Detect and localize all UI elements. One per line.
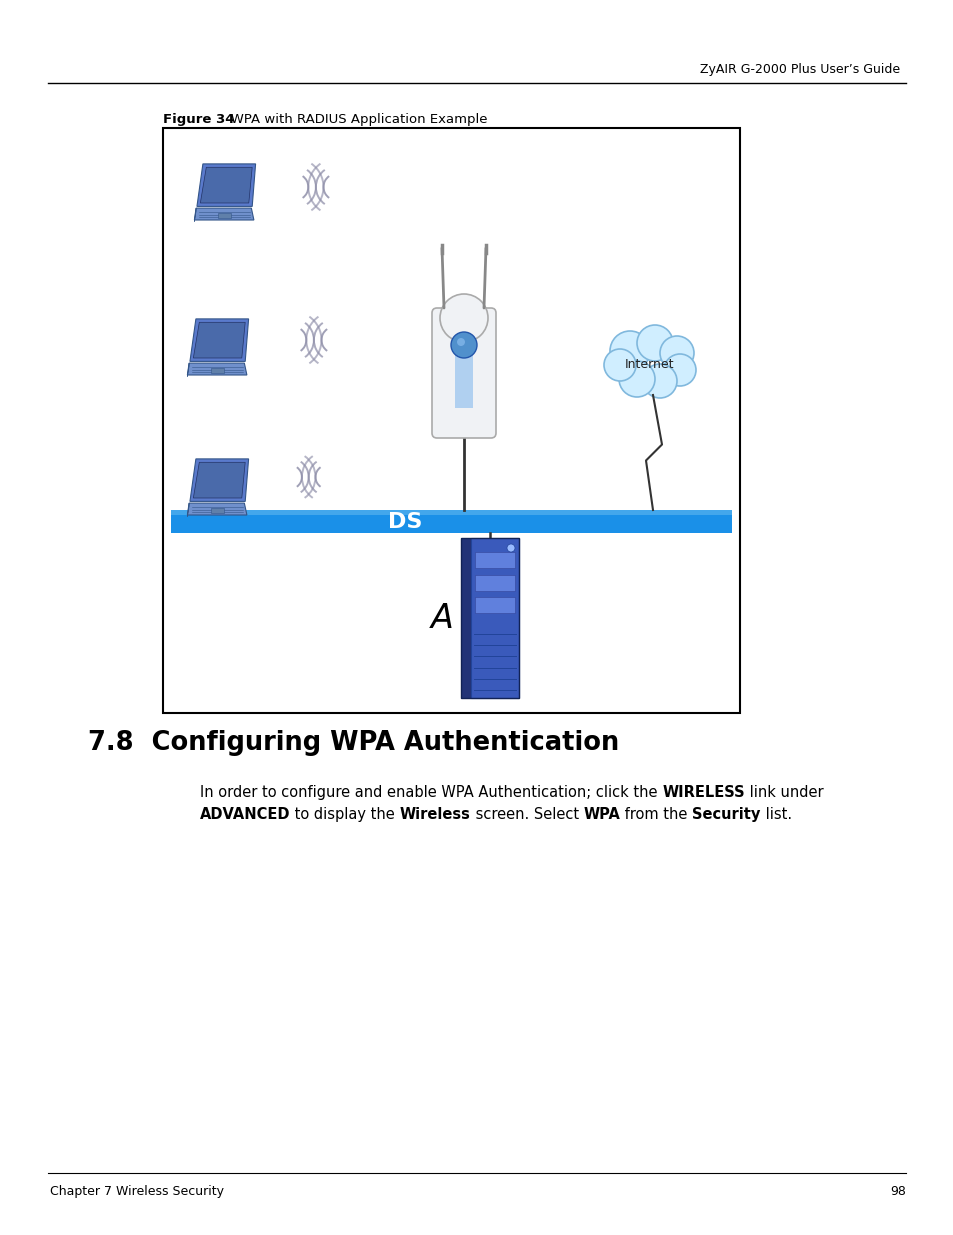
Text: list.: list. xyxy=(760,806,791,823)
Text: 98: 98 xyxy=(889,1186,905,1198)
Circle shape xyxy=(637,325,672,361)
Bar xyxy=(460,538,471,698)
Polygon shape xyxy=(187,363,189,377)
Bar xyxy=(471,538,518,698)
Text: In order to configure and enable WPA Authentication; click the: In order to configure and enable WPA Aut… xyxy=(200,785,661,800)
Text: Figure 34: Figure 34 xyxy=(163,112,234,126)
Circle shape xyxy=(659,336,693,370)
Text: A: A xyxy=(430,601,453,635)
Circle shape xyxy=(439,294,488,342)
Circle shape xyxy=(609,331,649,370)
Text: WPA with RADIUS Application Example: WPA with RADIUS Application Example xyxy=(218,112,487,126)
Polygon shape xyxy=(187,503,189,516)
Text: link under: link under xyxy=(744,785,822,800)
Polygon shape xyxy=(190,459,249,501)
Bar xyxy=(171,510,731,515)
Text: Chapter 7 Wireless Security: Chapter 7 Wireless Security xyxy=(50,1186,224,1198)
Circle shape xyxy=(456,338,464,346)
Bar xyxy=(460,538,518,698)
Text: 7.8  Configuring WPA Authentication: 7.8 Configuring WPA Authentication xyxy=(88,730,618,756)
Text: DS: DS xyxy=(388,511,422,531)
Text: from the: from the xyxy=(619,806,692,823)
Circle shape xyxy=(663,354,696,387)
Polygon shape xyxy=(196,164,255,206)
Circle shape xyxy=(506,543,515,552)
Circle shape xyxy=(637,325,672,361)
Bar xyxy=(455,353,473,408)
Circle shape xyxy=(603,350,636,382)
Polygon shape xyxy=(200,167,252,203)
Bar xyxy=(163,128,740,713)
Text: WIRELESS: WIRELESS xyxy=(661,785,744,800)
Bar xyxy=(171,510,731,534)
Polygon shape xyxy=(190,319,249,362)
Circle shape xyxy=(663,354,696,387)
Polygon shape xyxy=(193,462,245,498)
Bar xyxy=(475,574,515,590)
Text: ZyAIR G-2000 Plus User’s Guide: ZyAIR G-2000 Plus User’s Guide xyxy=(700,63,899,77)
Bar xyxy=(211,368,224,373)
Circle shape xyxy=(642,364,677,398)
Polygon shape xyxy=(187,503,247,515)
Circle shape xyxy=(618,361,655,396)
Circle shape xyxy=(618,361,655,396)
Text: screen. Select: screen. Select xyxy=(470,806,583,823)
Bar xyxy=(475,598,515,614)
Text: ADVANCED: ADVANCED xyxy=(200,806,291,823)
Text: Internet: Internet xyxy=(624,358,674,372)
Polygon shape xyxy=(187,363,247,375)
Circle shape xyxy=(659,336,693,370)
Bar xyxy=(475,552,515,568)
Text: Wireless: Wireless xyxy=(399,806,470,823)
Text: Security: Security xyxy=(692,806,760,823)
Bar xyxy=(218,214,231,219)
Circle shape xyxy=(451,332,476,358)
Polygon shape xyxy=(193,322,245,358)
Polygon shape xyxy=(194,209,253,220)
Text: to display the: to display the xyxy=(291,806,399,823)
Polygon shape xyxy=(194,209,196,222)
FancyBboxPatch shape xyxy=(432,308,496,438)
Circle shape xyxy=(642,364,677,398)
Circle shape xyxy=(609,331,649,370)
Text: WPA: WPA xyxy=(583,806,619,823)
Circle shape xyxy=(603,350,636,382)
Bar xyxy=(211,508,224,514)
